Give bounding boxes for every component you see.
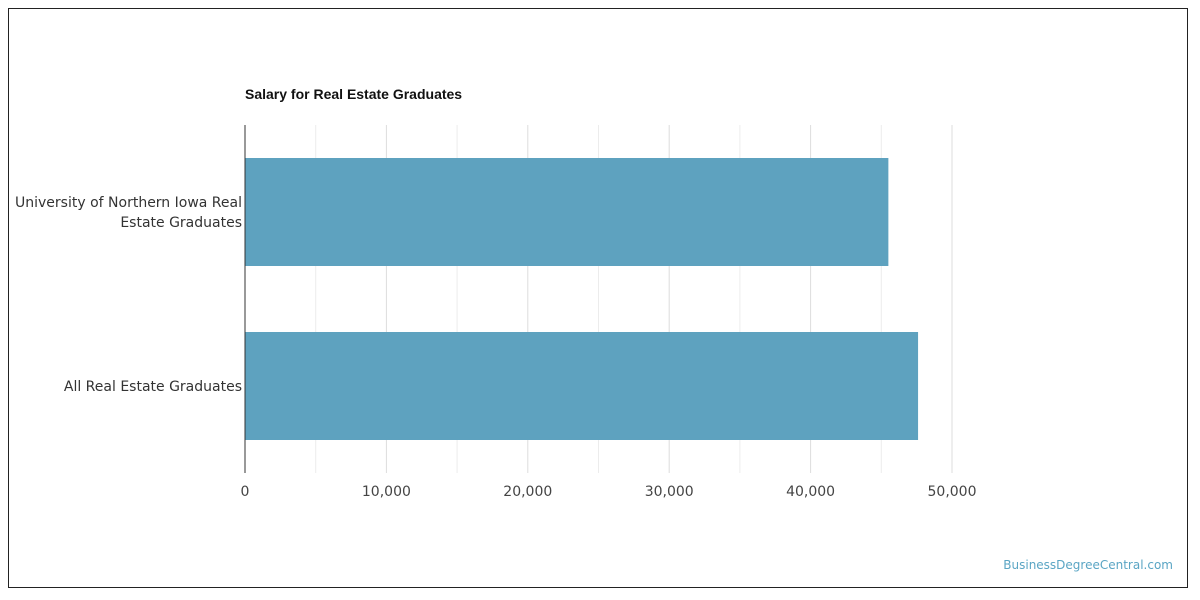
x-tick-labels: 0 10,000 20,000 30,000 40,000 50,000: [241, 484, 977, 500]
x-tick-label: 0: [241, 484, 250, 500]
chart-title: Salary for Real Estate Graduates: [245, 86, 462, 102]
x-tick-label: 50,000: [928, 484, 977, 500]
category-labels: University of Northern Iowa Real Estate G…: [15, 195, 242, 395]
category-label: University of Northern Iowa Real Estate G…: [15, 195, 242, 231]
bar: [245, 158, 889, 266]
bar-chart: University of Northern Iowa Real Estate G…: [15, 86, 977, 500]
category-label-line: Estate Graduates: [120, 215, 242, 231]
x-tick-label: 40,000: [786, 484, 835, 500]
chart-frame: University of Northern Iowa Real Estate G…: [8, 8, 1188, 588]
x-tick-label: 10,000: [362, 484, 411, 500]
x-tick-label: 30,000: [645, 484, 694, 500]
watermark: BusinessDegreeCentral.com: [1003, 558, 1173, 572]
bars: [245, 158, 919, 440]
category-label-line: University of Northern Iowa Real: [15, 195, 242, 211]
bar: [245, 332, 919, 440]
x-tick-label: 20,000: [503, 484, 552, 500]
category-label: All Real Estate Graduates: [64, 379, 242, 395]
category-label-line: All Real Estate Graduates: [64, 379, 242, 395]
